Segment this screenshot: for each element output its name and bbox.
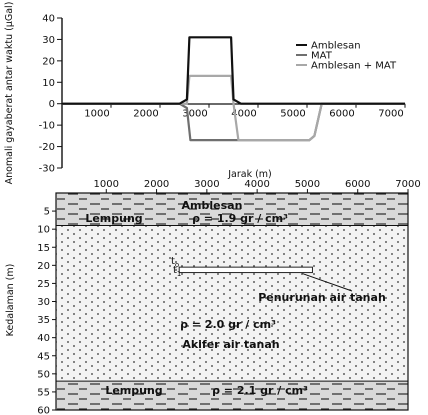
penurunan-annotation: Penurunan air tanah <box>258 291 386 304</box>
stratigraphy-layers <box>56 193 408 410</box>
gravity-y-tick-label-7: 40 <box>42 14 55 25</box>
aquifer-label: Akifer air tanah <box>182 338 279 351</box>
gravity-y-tick-label-3: 0 <box>49 99 55 110</box>
section-x-tick-label-4: 5000 <box>295 179 320 190</box>
legend-label-2: Amblesan + MAT <box>311 61 397 72</box>
gravity-x-tick-label-4: 5000 <box>280 109 305 120</box>
section-y-tick-label-3: 20 <box>37 261 50 272</box>
gravity-x-tick-label-1: 2000 <box>133 109 158 120</box>
section-y-tick-label-11: 60 <box>37 406 50 415</box>
section-y-tick-label-6: 35 <box>37 315 50 326</box>
bottom-layer-label: Lempung <box>105 384 162 397</box>
gravity-x-axis-label: Jarak (m) <box>227 169 272 180</box>
gravity-y-tick-label-6: 30 <box>42 35 55 46</box>
aquifer-density: ρ = 2.0 gr / cm³ <box>180 318 276 331</box>
legend-label-1: MAT <box>311 51 333 62</box>
gravity-y-tick-label-5: 20 <box>42 56 55 67</box>
legend-label-0: Amblesan <box>311 41 361 52</box>
amblesan-annotation: Amblesan <box>182 199 243 212</box>
gravity-x-ticks: 1000 2000 3000 4000 5000 6000 7000 <box>84 103 406 120</box>
layer-2 <box>56 381 408 410</box>
section-x-tick-label-6: 7000 <box>395 179 420 190</box>
section-x-tick-label-3: 4000 <box>244 179 269 190</box>
gravity-x-tick-label-6: 7000 <box>378 109 403 120</box>
section-y-tick-label-5: 30 <box>37 297 50 308</box>
section-y-tick-label-4: 25 <box>37 279 50 290</box>
gravity-y-tick-label-4: 10 <box>42 78 55 89</box>
gravity-x-tick-label-5: 6000 <box>329 109 354 120</box>
layer-1 <box>56 225 408 382</box>
section-x-tick-label-0: 1000 <box>94 179 119 190</box>
top-layer-density: ρ = 1.9 gr / cm³ <box>192 212 288 225</box>
drawdown-zone <box>178 266 313 274</box>
series-line-amblesan-mat <box>62 74 405 142</box>
gravity-x-tick-label-0: 1000 <box>84 109 109 120</box>
gravity-y-tick-label-0: -30 <box>39 164 55 175</box>
section-y-axis-label: Kedalaman (m) <box>5 264 16 337</box>
layer-0 <box>56 193 408 226</box>
section-y-tick-label-7: 40 <box>37 333 50 344</box>
section-y-tick-label-8: 45 <box>37 351 50 362</box>
gravity-y-tick-label-2: -10 <box>39 121 55 132</box>
section-y-tick-label-2: 15 <box>37 243 50 254</box>
top-layer-label: Lempung <box>85 212 142 225</box>
section-x-ticks: 1000 2000 3000 4000 5000 6000 7000 <box>94 179 421 193</box>
gravity-y-tick-label-1: -20 <box>39 142 55 153</box>
section-y-tick-label-10: 55 <box>37 387 50 398</box>
gravity-x-tick-label-3: 4000 <box>231 109 256 120</box>
gravity-y-ticks: -30 -20 -10 0 10 20 30 40 <box>39 14 62 175</box>
gravity-x-tick-label-2: 3000 <box>182 109 207 120</box>
t1-label: t1 <box>173 265 181 278</box>
section-y-tick-label-9: 50 <box>37 369 50 380</box>
gravity-series <box>62 36 405 142</box>
section-x-tick-label-1: 2000 <box>144 179 169 190</box>
section-x-tick-label-5: 6000 <box>345 179 370 190</box>
bottom-layer-density: ρ = 2.1 gr / cm³ <box>212 384 308 397</box>
cross-section: 1000 2000 3000 4000 5000 6000 7000 5 10 15 20 25 30… <box>5 179 421 415</box>
t0-label: to <box>171 256 179 269</box>
gravity-y-axis-label: Anomali gayaberat antar waktu (µGal) <box>4 2 15 185</box>
section-y-tick-label-0: 5 <box>44 207 50 218</box>
gravity-chart: -30 -20 -10 0 10 20 30 40 1000 2000 3000 4000 5000 6… <box>4 2 406 185</box>
section-x-tick-label-2: 3000 <box>194 179 219 190</box>
series-line-amblesan <box>62 36 405 105</box>
section-y-tick-label-1: 10 <box>37 225 50 236</box>
drawdown-pointer <box>302 273 353 292</box>
section-y-ticks: 5 10 15 20 25 30 35 40 45 50 55 60 <box>37 207 56 415</box>
